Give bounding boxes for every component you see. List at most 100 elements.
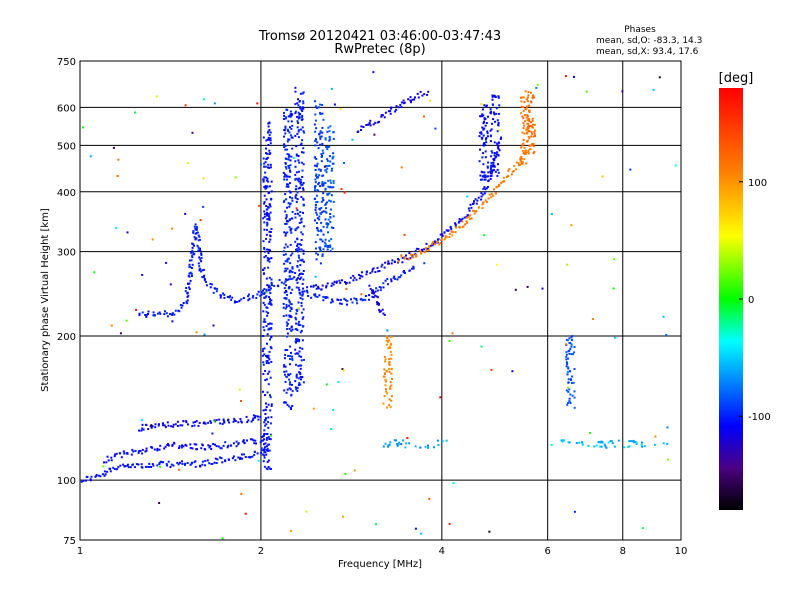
- echo-point: [291, 271, 294, 274]
- echo-point: [389, 441, 392, 444]
- echo-point: [567, 402, 569, 404]
- echo-point: [302, 316, 305, 319]
- echo-point: [411, 267, 413, 270]
- echo-point: [531, 117, 534, 120]
- echo-point: [296, 265, 299, 268]
- echo-point: [241, 457, 244, 460]
- echo-point: [317, 183, 320, 186]
- echo-point: [315, 287, 318, 290]
- echo-point: [376, 296, 379, 299]
- echo-point: [410, 101, 412, 104]
- echo-point: [568, 352, 571, 355]
- echo-point: [174, 423, 177, 426]
- echo-point: [300, 118, 303, 121]
- echo-point: [484, 124, 487, 127]
- echo-point: [267, 416, 270, 419]
- echo-point: [493, 157, 496, 160]
- echo-point: [213, 461, 216, 464]
- echo-point: [379, 286, 382, 289]
- echo-point: [288, 327, 291, 330]
- echo-point: [296, 352, 298, 355]
- echo-point: [270, 416, 273, 419]
- echo-point: [164, 426, 167, 429]
- x-tick-label: 6: [544, 546, 550, 557]
- echo-point: [191, 263, 194, 266]
- echo-point: [322, 182, 325, 185]
- echo-point: [372, 267, 375, 270]
- echo-point: [674, 164, 677, 167]
- echo-point: [411, 98, 414, 101]
- echo-point: [335, 280, 338, 283]
- echo-point: [182, 420, 185, 423]
- echo-point: [289, 170, 292, 173]
- echo-point: [283, 365, 286, 368]
- echo-point: [529, 125, 531, 128]
- echo-point: [286, 388, 289, 391]
- echo-point: [318, 174, 321, 177]
- echo-point: [390, 395, 393, 398]
- echo-point: [199, 219, 202, 222]
- echo-point: [181, 462, 184, 465]
- echo-point: [368, 298, 370, 301]
- echo-point: [409, 257, 412, 260]
- echo-point: [263, 162, 266, 165]
- echo-point: [184, 462, 187, 465]
- echo-point: [482, 193, 485, 196]
- echo-point: [477, 196, 480, 199]
- echo-point: [193, 424, 196, 427]
- echo-point: [204, 464, 206, 467]
- echo-point: [289, 203, 292, 206]
- echo-point: [153, 314, 156, 317]
- echo-point: [604, 445, 607, 448]
- echo-point: [163, 313, 166, 316]
- echo-point: [140, 429, 143, 432]
- echo-point: [384, 373, 386, 375]
- echo-point: [300, 231, 303, 234]
- echo-point: [427, 90, 430, 93]
- echo-point: [383, 355, 386, 358]
- echo-point: [389, 381, 392, 384]
- echo-point: [319, 103, 322, 106]
- echo-point: [293, 276, 296, 279]
- echo-point: [205, 284, 208, 287]
- echo-point: [385, 370, 388, 372]
- echo-point: [332, 131, 335, 133]
- echo-point: [578, 441, 581, 444]
- echo-point: [530, 131, 533, 133]
- echo-point: [301, 161, 304, 164]
- echo-point: [203, 279, 206, 282]
- echo-point: [200, 252, 203, 255]
- echo-point: [315, 247, 317, 250]
- echo-point: [496, 185, 499, 188]
- echo-point: [301, 294, 304, 297]
- echo-point: [270, 327, 273, 330]
- echo-point: [332, 152, 335, 155]
- echo-point: [601, 175, 604, 178]
- echo-point: [263, 429, 266, 432]
- echo-point: [199, 465, 202, 468]
- echo-point: [643, 445, 646, 448]
- echo-point: [141, 452, 144, 455]
- echo-point: [261, 436, 264, 439]
- echo-point: [287, 354, 290, 357]
- echo-point: [414, 445, 417, 448]
- echo-point: [320, 160, 323, 163]
- echo-point: [286, 140, 289, 143]
- echo-point: [591, 318, 594, 320]
- echo-point: [230, 298, 233, 301]
- echo-point: [298, 170, 300, 173]
- echo-point: [492, 103, 494, 106]
- echo-point: [295, 286, 298, 289]
- echo-point: [245, 415, 248, 418]
- echo-point: [376, 121, 379, 124]
- echo-point: [320, 230, 323, 233]
- echo-point: [335, 281, 338, 284]
- echo-point: [170, 425, 173, 428]
- echo-point: [190, 462, 193, 465]
- plot-area: [80, 61, 681, 540]
- echo-point: [445, 235, 448, 238]
- echo-point: [287, 138, 290, 141]
- echo-point: [423, 93, 426, 96]
- echo-point: [326, 201, 328, 204]
- echo-point: [268, 191, 271, 194]
